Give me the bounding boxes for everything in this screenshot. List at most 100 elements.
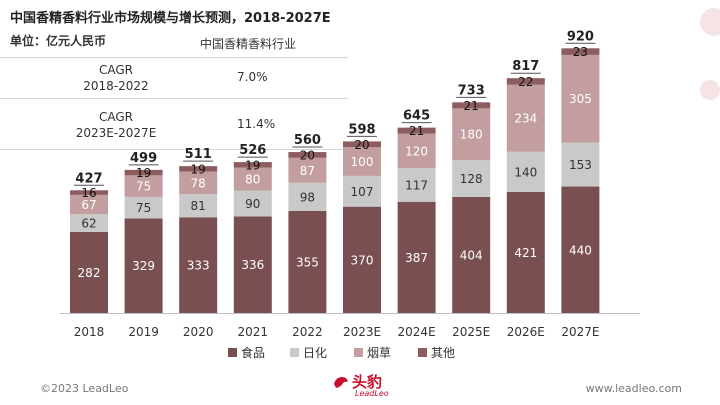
data-label: 67: [81, 198, 96, 212]
data-label: 282: [78, 266, 101, 280]
cagr-row-2018-2022: CAGR 2018-2022 7.0%: [0, 57, 348, 99]
cagr-label-line2: 2018-2022: [83, 79, 149, 93]
total-label: 427: [75, 171, 102, 186]
total-label: 733: [458, 83, 485, 98]
bar-segment-2: [288, 182, 327, 211]
bar-segment-2: [397, 168, 436, 202]
data-label: 128: [460, 172, 483, 186]
x-tick-label: 2026E: [507, 325, 545, 339]
data-label: 16: [81, 186, 96, 200]
total-label: 526: [239, 143, 266, 158]
bar-segment-4: [179, 166, 218, 172]
legend-swatch: [290, 348, 299, 357]
bar-segment-4: [70, 190, 108, 195]
legend-label: 烟草: [367, 346, 391, 360]
bar-segment-4: [561, 48, 600, 55]
data-label: 234: [514, 112, 537, 126]
data-label: 329: [132, 259, 155, 273]
bar-segment-1: [452, 196, 491, 313]
data-label: 336: [241, 258, 264, 272]
data-label: 90: [245, 197, 260, 211]
data-label: 80: [245, 173, 260, 187]
data-label: 355: [296, 255, 319, 269]
bar-segment-1: [288, 210, 327, 313]
bar-segment-4: [124, 169, 163, 176]
data-label: 140: [514, 165, 537, 179]
bar-segment-2: [506, 151, 545, 193]
bar-segment-3: [561, 54, 600, 143]
bar-segment-2: [179, 194, 218, 218]
bar-segment-3: [233, 167, 272, 191]
cagr-label: CAGR 2018-2022: [36, 62, 196, 94]
data-label: 23: [573, 45, 588, 59]
decorative-corner-icon: [700, 8, 720, 100]
x-tick-label: 2019: [128, 325, 159, 339]
cagr-label-line1: CAGR: [98, 110, 133, 124]
data-label: 20: [354, 138, 369, 152]
bar-segment-3: [397, 133, 436, 169]
bar-segment-2: [70, 214, 108, 232]
legend-swatch: [228, 348, 237, 357]
bar-segment-1: [506, 192, 545, 313]
bar-segment-1: [397, 201, 436, 313]
bar-segment-3: [124, 175, 163, 197]
total-label: 511: [185, 147, 212, 162]
leadleo-logo: 头豹 LeadLeo: [330, 370, 400, 402]
data-label: 75: [136, 180, 151, 194]
bar-segment-4: [452, 102, 491, 109]
x-tick-label: 2020: [183, 325, 214, 339]
bar-segment-1: [233, 216, 272, 313]
bar-segment-4: [288, 152, 327, 158]
bar-segment-4: [233, 162, 272, 168]
total-label: 499: [130, 151, 157, 166]
leopard-logo-icon: [334, 377, 348, 388]
x-tick-label: 2018: [74, 325, 105, 339]
data-label: 78: [191, 176, 206, 190]
bar-segment-4: [343, 141, 381, 148]
x-tick-label: 2022: [292, 325, 323, 339]
data-label: 20: [300, 148, 315, 162]
bar-segment-3: [506, 84, 545, 152]
legend-label: 日化: [303, 346, 327, 360]
bar-segment-2: [343, 175, 381, 207]
bar-segment-3: [179, 171, 218, 195]
data-label: 153: [569, 158, 592, 172]
cagr-label-line1: CAGR: [98, 63, 133, 77]
data-label: 75: [136, 201, 151, 215]
cagr-row-2023e-2027e: CAGR 2023E-2027E 11.4%: [0, 105, 348, 150]
data-label: 98: [300, 190, 315, 204]
bar-segment-3: [452, 108, 491, 161]
data-label: 370: [351, 253, 374, 267]
bar-segment-1: [70, 231, 108, 313]
bar-segment-3: [70, 194, 108, 215]
legend-label: 食品: [241, 345, 265, 360]
data-label: 440: [569, 243, 592, 257]
data-label: 81: [191, 199, 206, 213]
data-label: 21: [464, 99, 479, 113]
legend-swatch: [354, 348, 363, 357]
data-label: 62: [81, 217, 96, 231]
chart-title: 中国香精香料行业市场规模与增长预测，2018-2027E: [10, 11, 331, 26]
bar-segment-1: [179, 217, 218, 313]
cagr-value: 7.0%: [237, 70, 268, 84]
unit-label: 单位：亿元人民币: [10, 34, 107, 48]
cagr-label-line2: 2023E-2027E: [75, 126, 157, 140]
cagr-label: CAGR 2023E-2027E: [36, 109, 196, 141]
bar-segment-3: [288, 157, 327, 183]
data-label: 387: [405, 251, 428, 265]
data-label: 21: [409, 124, 424, 138]
copyright-text: ©2023 LeadLeo: [40, 382, 129, 395]
website-link[interactable]: www.leadleo.com: [585, 382, 682, 395]
x-tick-label: 2025E: [452, 325, 490, 339]
data-label: 19: [136, 166, 151, 180]
data-label: 107: [351, 185, 374, 199]
bar-segment-1: [343, 206, 381, 313]
data-label: 87: [300, 164, 315, 178]
cagr-table-header: 中国香精香料行业: [200, 37, 297, 51]
bar-segment-4: [397, 127, 436, 134]
total-label: 817: [512, 59, 539, 74]
bar-segment-1: [124, 218, 163, 313]
legend-label: 其他: [431, 346, 455, 360]
x-tick-label: 2023E: [343, 325, 381, 339]
